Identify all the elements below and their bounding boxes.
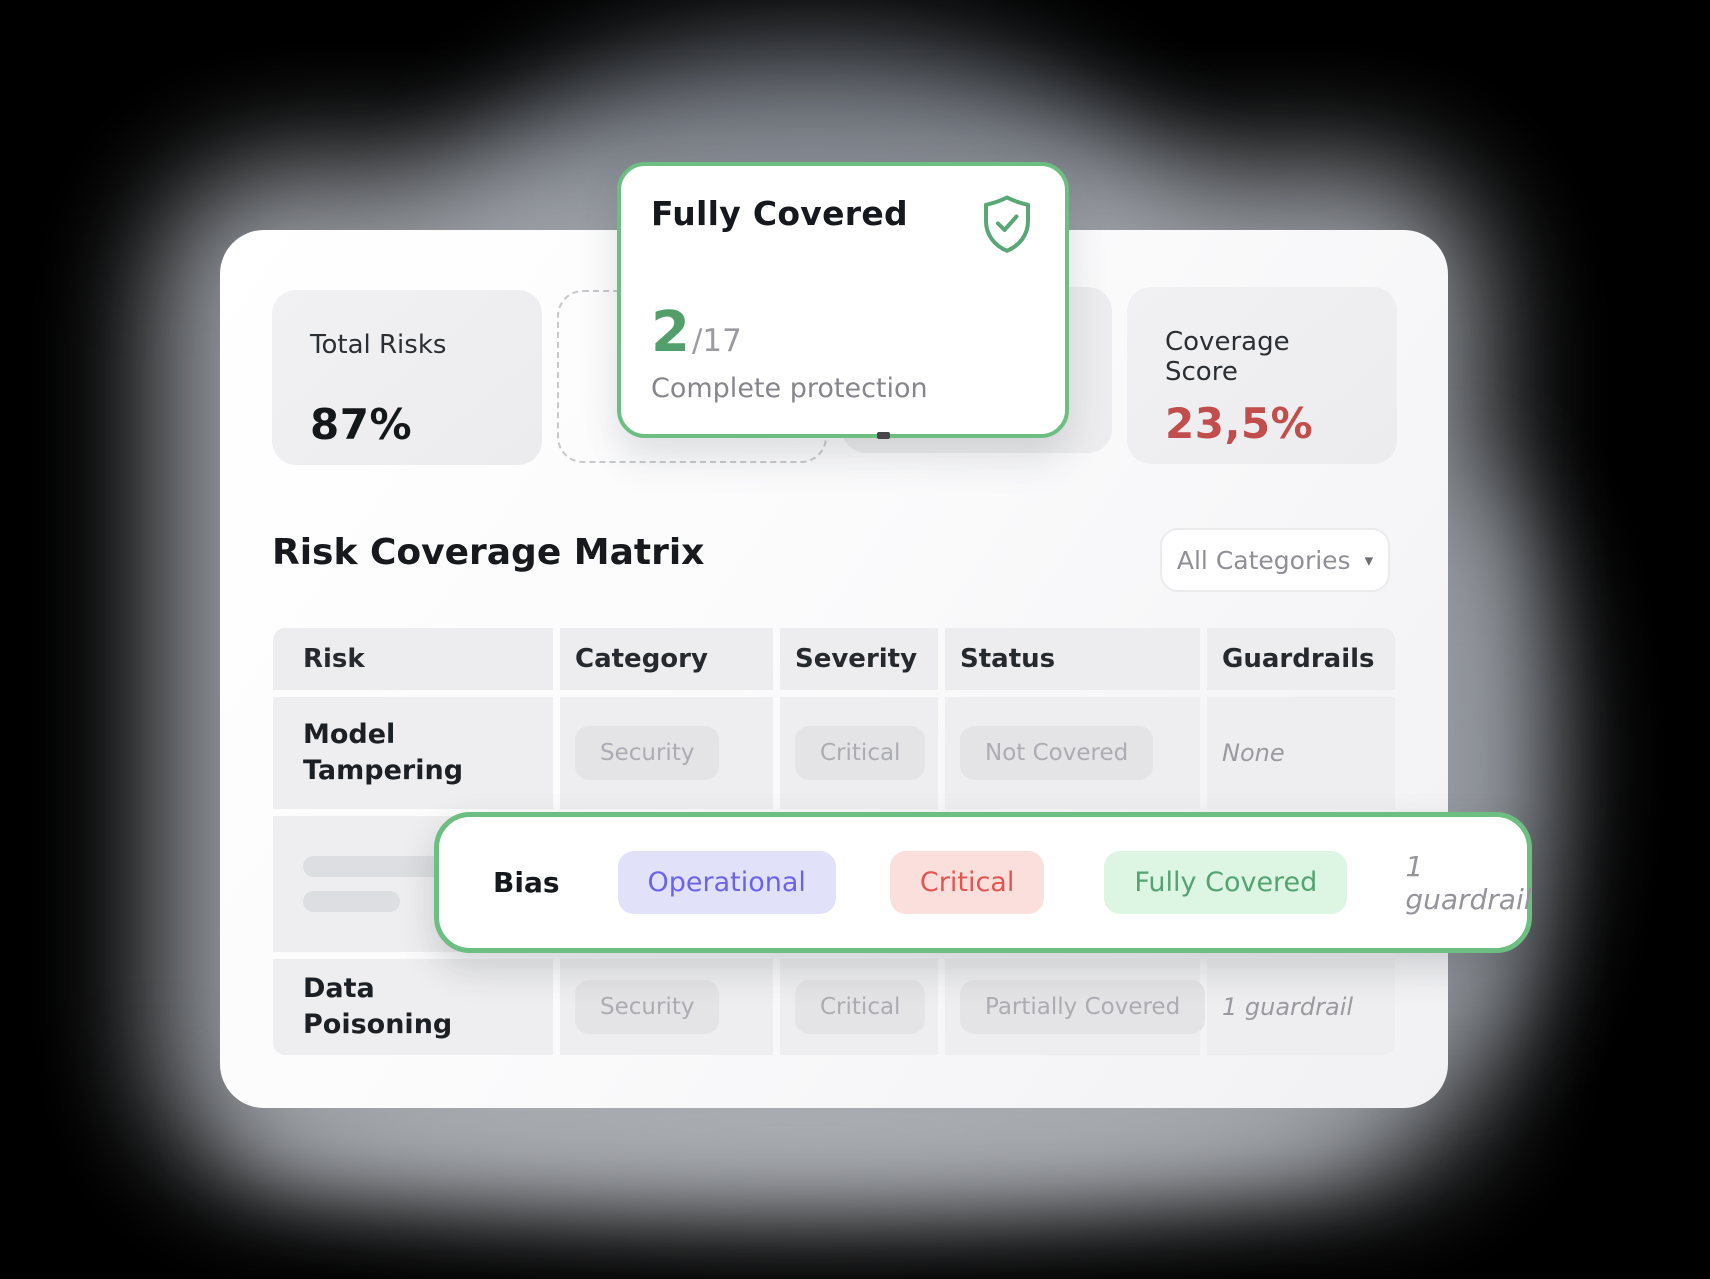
table-row-risk-name[interactable]: Model Tampering xyxy=(273,697,553,809)
table-row-risk-name[interactable]: Data Poisoning xyxy=(273,959,553,1055)
covered-count: 2 xyxy=(651,300,690,365)
coverage-score-label: Coverage Score xyxy=(1165,327,1290,387)
stat-card-total-risks: Total Risks 87% xyxy=(272,290,542,465)
coverage-score-value: 23,5% xyxy=(1165,399,1314,448)
popup-subtitle: Complete protection xyxy=(651,373,928,404)
category-filter-label: All Categories xyxy=(1176,545,1351,575)
page-title: Risk Coverage Matrix xyxy=(272,532,705,573)
table-row-guardrails-cell[interactable]: None xyxy=(1207,697,1395,809)
table-row-category-cell[interactable]: Security xyxy=(560,697,773,809)
severity-badge: Critical xyxy=(795,980,926,1034)
total-risks-value: 87% xyxy=(310,400,413,449)
status-badge: Not Covered xyxy=(960,726,1154,780)
stat-card-coverage-score: Coverage Score 23,5% xyxy=(1127,287,1397,464)
covered-count-total: /17 xyxy=(691,323,742,359)
table-row-guardrails-cell[interactable]: 1 guardrail xyxy=(1207,959,1395,1055)
skeleton-bar xyxy=(303,891,400,912)
fully-covered-popup-card: Fully Covered 2 /17 Complete protection xyxy=(617,162,1069,438)
skeleton-placeholder xyxy=(303,856,463,912)
popup-title: Fully Covered xyxy=(651,194,908,233)
status-badge-fully-covered: Fully Covered xyxy=(1104,851,1348,914)
column-header-guardrails: Guardrails xyxy=(1207,628,1395,690)
total-risks-label: Total Risks xyxy=(310,330,447,360)
table-row-status-cell[interactable]: Not Covered xyxy=(945,697,1200,809)
table-row-severity-cell[interactable]: Critical xyxy=(780,959,938,1055)
category-badge: Security xyxy=(575,726,720,780)
guardrails-value: None xyxy=(1222,739,1285,767)
skeleton-bar xyxy=(303,856,463,877)
guardrails-value: 1 guardrail xyxy=(1222,993,1354,1021)
bias-risk-name: Bias xyxy=(493,866,560,899)
severity-badge: Critical xyxy=(795,726,926,780)
bias-row-popup[interactable]: Bias Operational Critical Fully Covered … xyxy=(434,812,1532,953)
table-row-status-cell[interactable]: Partially Covered xyxy=(945,959,1206,1055)
column-header-severity: Severity xyxy=(780,628,938,690)
table-row-severity-cell[interactable]: Critical xyxy=(780,697,938,809)
obscured-text-fragment xyxy=(877,432,890,439)
category-badge: Security xyxy=(575,980,720,1034)
severity-badge-critical: Critical xyxy=(889,851,1045,914)
column-header-risk: Risk xyxy=(273,628,553,690)
guardrails-value: 1 guardrail xyxy=(1405,849,1532,916)
column-header-category: Category xyxy=(560,628,773,690)
column-header-status: Status xyxy=(945,628,1200,690)
table-row-category-cell[interactable]: Security xyxy=(560,959,773,1055)
chevron-down-icon: ▾ xyxy=(1364,551,1374,571)
shield-check-icon xyxy=(981,194,1033,258)
status-badge: Partially Covered xyxy=(960,980,1206,1034)
category-badge-operational: Operational xyxy=(617,851,836,914)
category-filter-dropdown[interactable]: All Categories ▾ xyxy=(1160,528,1390,592)
